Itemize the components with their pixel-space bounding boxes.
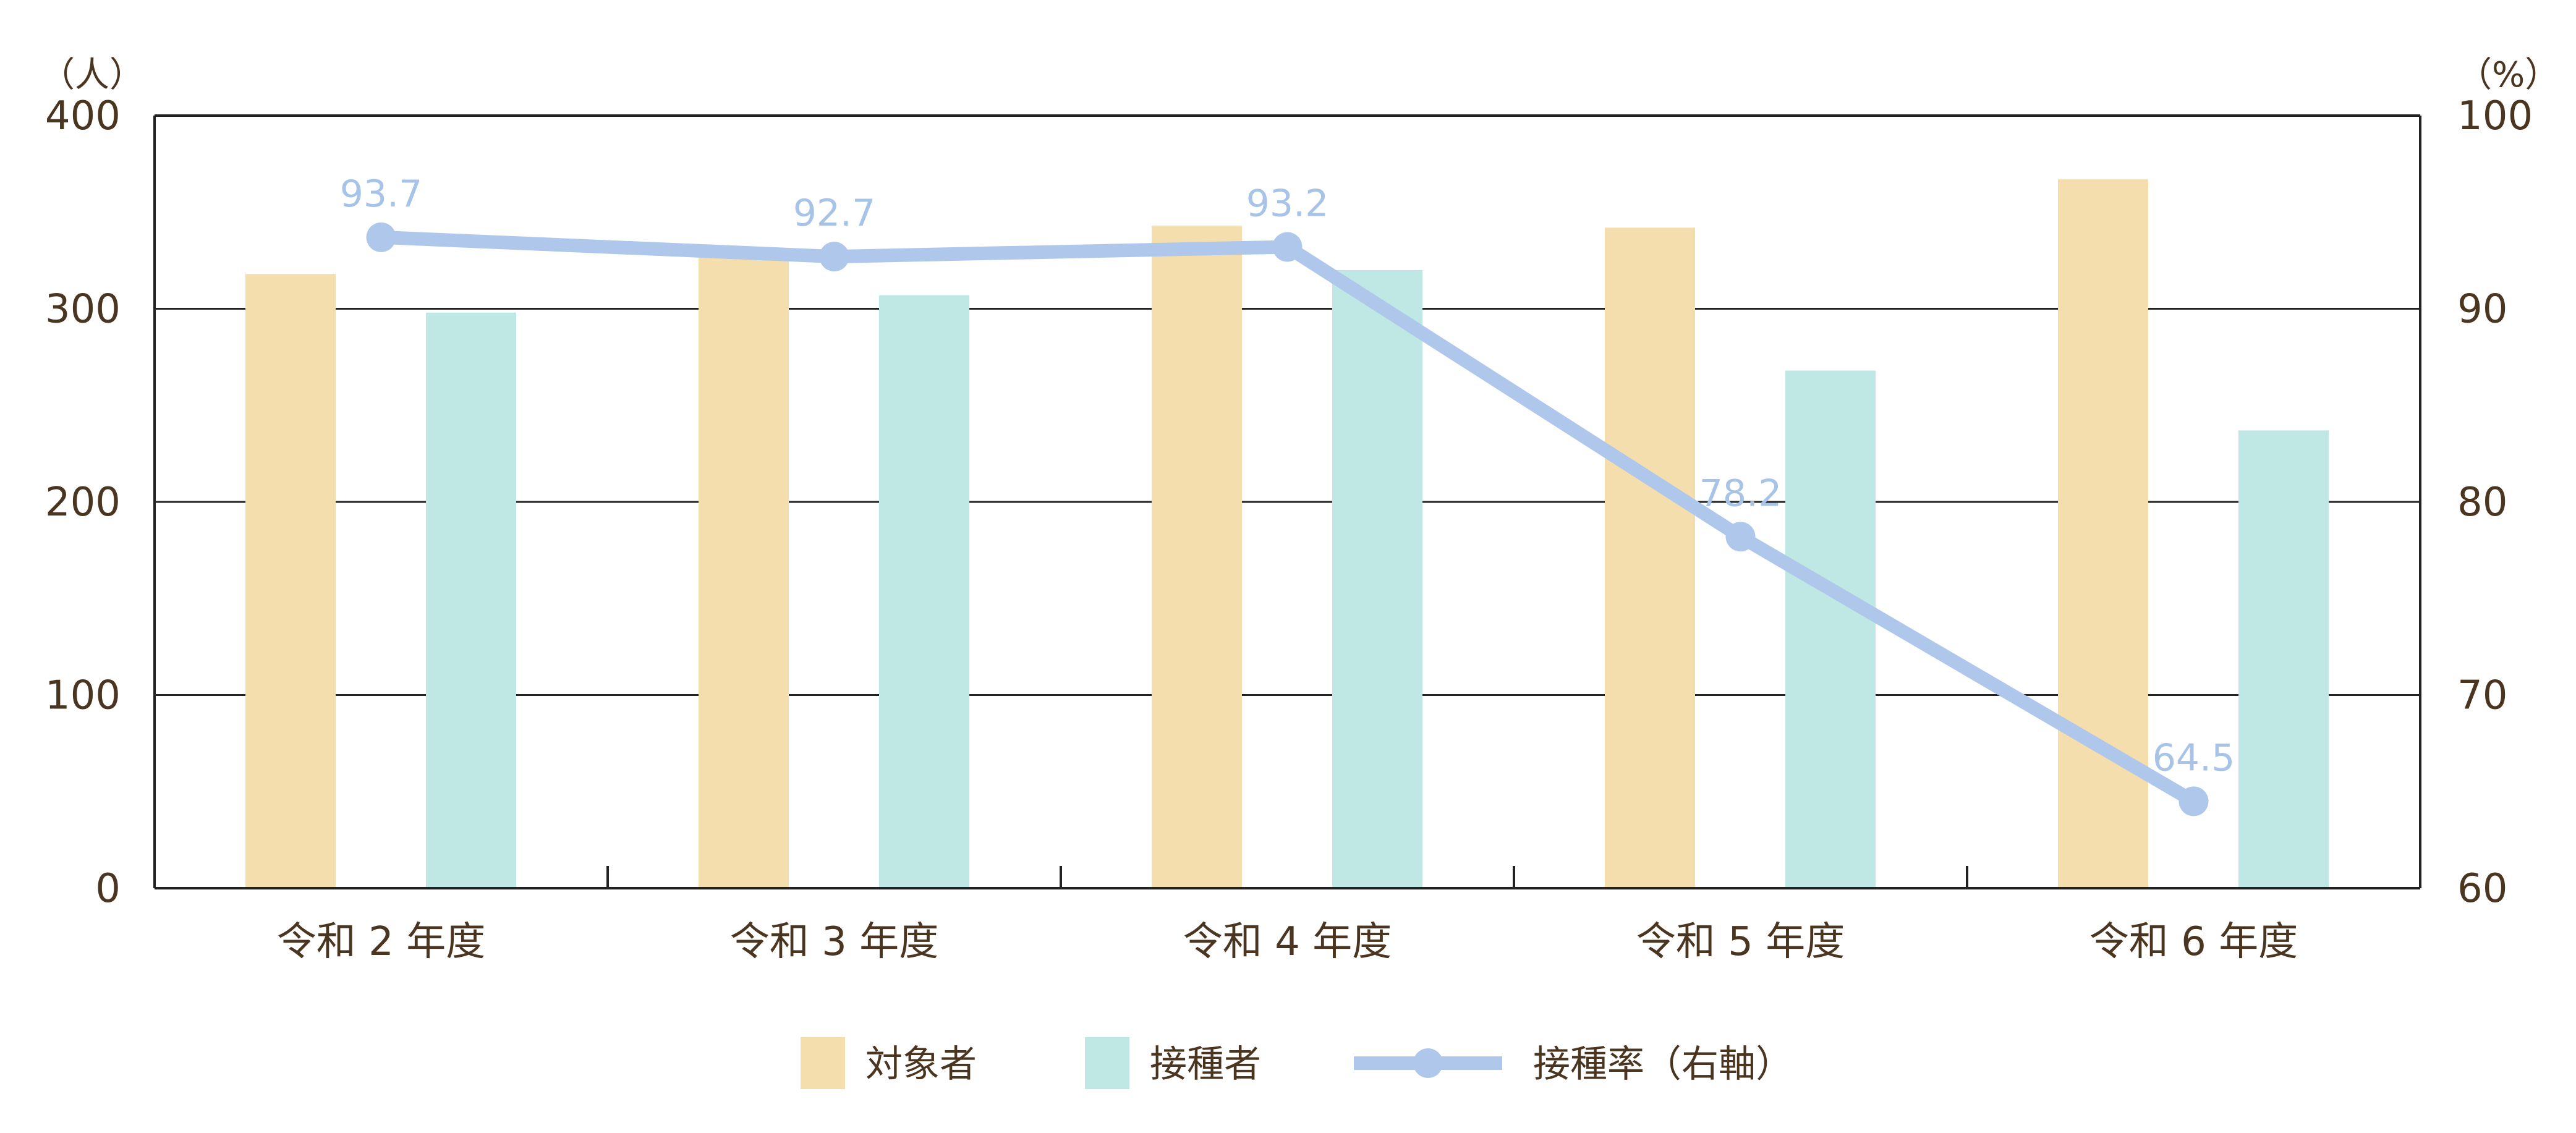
bar-target xyxy=(245,274,336,888)
right-tick-label: 60 xyxy=(2457,866,2507,912)
left-tick-label: 0 xyxy=(95,866,121,912)
category-label: 令和 3 年度 xyxy=(730,919,938,965)
legend-label-target: 対象者 xyxy=(865,1043,977,1086)
axis-layer: 0 100 200 300 400 60 70 80 90 100 （人） （%） 令和 2 年度 令和 … xyxy=(40,55,2559,965)
labels-layer: 93.7 92.7 93.2 78.2 64.5 xyxy=(340,172,2235,780)
legend-swatch-target xyxy=(801,1037,845,1089)
rate-data-label: 64.5 xyxy=(2153,736,2235,779)
legend-swatch-vaccinated xyxy=(1085,1037,1129,1089)
rate-point xyxy=(819,242,849,272)
bar-target xyxy=(699,255,789,888)
left-tick-label: 300 xyxy=(45,287,121,333)
bar-target xyxy=(2058,179,2148,888)
rate-point xyxy=(1272,232,1303,262)
legend-layer: 対象者 接種者 接種率（右軸） xyxy=(801,1037,1793,1089)
right-tick-label: 70 xyxy=(2457,673,2507,719)
bar-vaccinated xyxy=(2238,430,2329,888)
right-tick-label: 90 xyxy=(2457,287,2507,333)
bars-layer xyxy=(245,179,2329,888)
bar-target xyxy=(1605,227,1695,888)
category-label: 令和 2 年度 xyxy=(277,919,485,965)
rate-point xyxy=(366,222,396,252)
category-label: 令和 6 年度 xyxy=(2089,919,2298,965)
rate-point xyxy=(2179,786,2209,817)
category-label: 令和 4 年度 xyxy=(1183,919,1392,965)
bar-vaccinated xyxy=(426,312,516,888)
bar-vaccinated xyxy=(1785,370,1876,888)
left-tick-label: 200 xyxy=(45,480,121,525)
right-tick-label: 80 xyxy=(2457,480,2507,525)
rate-data-label: 78.2 xyxy=(1699,472,1782,515)
line-layer xyxy=(366,222,2209,817)
bar-target xyxy=(1152,226,1242,888)
left-axis-unit: （人） xyxy=(40,55,144,95)
bar-vaccinated xyxy=(879,295,969,888)
rate-data-label: 93.2 xyxy=(1246,182,1329,226)
left-tick-label: 400 xyxy=(45,93,121,139)
frame-layer xyxy=(153,114,2421,889)
category-label: 令和 5 年度 xyxy=(1636,919,1845,965)
left-tick-label: 100 xyxy=(45,673,121,719)
rate-line xyxy=(374,230,2201,808)
right-axis-unit: （%） xyxy=(2457,55,2559,95)
bar-vaccinated xyxy=(1332,270,1422,888)
legend-label-vaccinated: 接種者 xyxy=(1150,1043,1261,1086)
rate-data-label: 92.7 xyxy=(793,192,876,235)
right-tick-label: 100 xyxy=(2457,93,2533,139)
rate-point xyxy=(1725,522,1756,552)
legend-marker-rate xyxy=(1413,1048,1443,1078)
rate-data-label: 93.7 xyxy=(340,172,423,216)
legend-label-rate: 接種率（右軸） xyxy=(1533,1043,1793,1086)
